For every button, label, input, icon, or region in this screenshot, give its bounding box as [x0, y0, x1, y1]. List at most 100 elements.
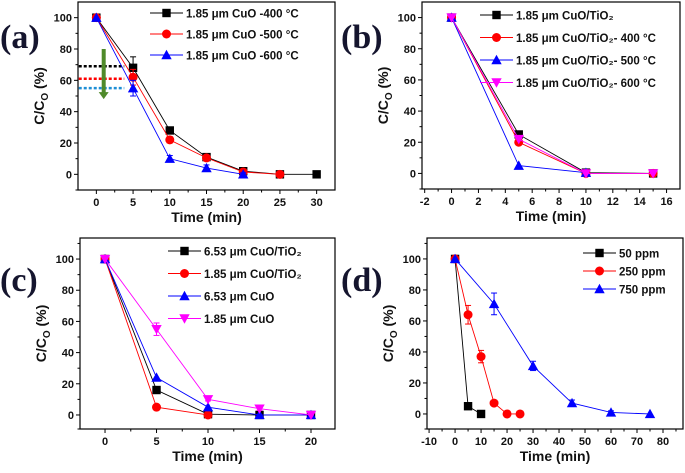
- y-axis-title-sub: O: [384, 92, 395, 100]
- series-3: [446, 13, 659, 179]
- x-tick-label: 0: [93, 197, 99, 209]
- series-0: [450, 254, 486, 419]
- data-point: [128, 72, 138, 82]
- chart-panel-c: 0 5 10 15 20 0 20 40 60 80 100 Time (min) C/CO (%) (c…: [0, 237, 336, 464]
- data-point: [99, 254, 111, 265]
- legend-label: 750 ppm: [619, 285, 666, 297]
- legend-label: 6.53 μm CuO: [204, 292, 274, 304]
- legend-entry: 1.85 μm CuO/TiO₂- 400 °C: [480, 33, 656, 45]
- y-axis-title-sub: O: [389, 330, 400, 338]
- y-tick-label: 20: [60, 138, 72, 150]
- y-axis-title: C/CO (%): [380, 305, 400, 363]
- data-point: [513, 134, 524, 145]
- x-tick-label: -2: [420, 196, 430, 208]
- x-tick-label: 16: [660, 196, 672, 208]
- data-point: [202, 395, 214, 405]
- y-tick-label: 80: [62, 285, 74, 297]
- series-line: [454, 258, 651, 415]
- x-tick-label: 0: [452, 436, 458, 448]
- data-point: [449, 253, 461, 264]
- legend-label: 50 ppm: [619, 249, 659, 261]
- data-point: [201, 162, 212, 173]
- series-2: [449, 253, 656, 419]
- x-tick-label: 0: [449, 196, 455, 208]
- x-axis-title: Time (min): [520, 448, 591, 464]
- y-axis-title: C/CO (%): [31, 67, 51, 125]
- y-axis-title-unit: (%): [33, 305, 49, 331]
- panel-label: (a): [0, 19, 40, 56]
- legend-entry: 250 ppm: [583, 266, 666, 279]
- data-point: [502, 409, 512, 419]
- y-axis-title-unit: (%): [31, 67, 47, 93]
- y-tick-label: 40: [62, 348, 74, 360]
- y-tick-label: 100: [56, 254, 74, 266]
- data-point: [489, 398, 499, 408]
- legend-entry: 1.85 μm CuO/TiO₂: [168, 269, 302, 281]
- data-point: [515, 409, 525, 419]
- x-tick-label: 12: [607, 196, 619, 208]
- data-point: [514, 130, 523, 139]
- panel-label: (b): [341, 19, 383, 56]
- series-1: [91, 13, 285, 179]
- legend-label: 250 ppm: [619, 267, 666, 279]
- data-point: [305, 410, 317, 421]
- y-tick-label: 60: [409, 316, 421, 328]
- y-tick-label: 40: [60, 107, 72, 119]
- legend-entry: 6.53 μm CuO: [168, 290, 274, 304]
- x-tick-label: 5: [130, 197, 136, 209]
- x-tick-label: 15: [253, 436, 265, 448]
- chart-panel-a: 0 5 10 15 20 25 30 0 20 40 60 80 100 Time (min) C/CO (…: [0, 1, 336, 225]
- legend-label: 1.85 μm CuO/TiO₂- 600 °C: [516, 78, 656, 90]
- x-tick-label: 20: [305, 436, 317, 448]
- y-axis-title-sub: O: [40, 93, 51, 101]
- data-point: [128, 63, 138, 72]
- legend-marker: [492, 10, 501, 20]
- data-point: [203, 410, 213, 420]
- x-tick-label: 5: [153, 436, 159, 448]
- data-point: [127, 82, 139, 93]
- legend-entry: 1.85 μm CuO/TiO₂- 500 °C: [480, 54, 656, 68]
- data-point: [238, 169, 249, 179]
- legend-marker: [162, 29, 171, 39]
- series-line: [95, 17, 280, 175]
- legend-marker: [179, 290, 190, 301]
- data-point: [488, 298, 500, 309]
- legend-marker: [492, 33, 501, 42]
- x-tick-label: 20: [501, 436, 513, 448]
- legend-label: 1.85 μm CuO/TiO₂- 400 °C: [516, 33, 656, 45]
- data-point: [527, 360, 539, 371]
- legend-marker: [595, 248, 604, 258]
- y-axis-title-sub: O: [42, 330, 53, 338]
- y-tick-label: 80: [404, 44, 416, 56]
- plot-frame: [421, 1, 681, 190]
- y-tick-label: 100: [54, 13, 72, 25]
- legend-entry: 1.85 μm CuO: [168, 314, 274, 326]
- x-tick-label: 10: [580, 196, 592, 208]
- legend-marker: [594, 283, 605, 294]
- x-tick-label: 6: [529, 196, 535, 208]
- series-line: [454, 258, 482, 415]
- y-tick-label: 0: [66, 169, 72, 181]
- x-tick-label: 70: [631, 436, 643, 448]
- data-point: [312, 170, 321, 179]
- x-tick-label: 4: [502, 196, 509, 208]
- series-3: [99, 254, 317, 421]
- plot-frame: [79, 237, 336, 430]
- x-tick-label: 14: [634, 196, 647, 208]
- y-tick-label: 0: [415, 409, 421, 421]
- legend-entry: 1.85 μm CuO -500 °C: [150, 29, 299, 42]
- legend-label: 1.85 μm CuO: [204, 314, 274, 326]
- y-tick-label: 40: [409, 347, 421, 359]
- x-tick-label: 20: [237, 197, 249, 209]
- y-tick-label: 60: [62, 316, 74, 328]
- data-point: [165, 135, 175, 145]
- x-tick-label: 80: [657, 436, 669, 448]
- legend-label: 1.85 μm CuO/TiO₂- 500 °C: [516, 56, 656, 68]
- legend-entry: 1.85 μm CuO/TiO₂- 600 °C: [480, 78, 656, 90]
- x-axis-title: Time (min): [171, 209, 242, 225]
- legend-marker: [491, 78, 502, 88]
- legend-label: 6.53 μm CuO/TiO₂: [204, 247, 302, 259]
- y-tick-label: 0: [410, 168, 416, 180]
- chart-panel-b: -2 0 2 4 6 8 10 12 14 16 0 20 40 60 80 100 Time (min) C/C…: [341, 1, 681, 224]
- x-axis-title: Time (min): [172, 448, 243, 464]
